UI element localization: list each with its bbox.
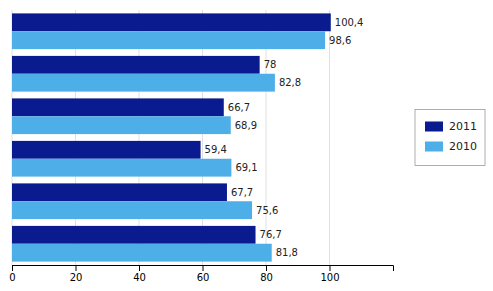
tick: 0 [9, 265, 15, 283]
data-label: 81,8 [276, 247, 298, 258]
grid-line [329, 10, 330, 265]
legend-label: 2011 [449, 120, 477, 133]
bar [12, 31, 325, 49]
bars [12, 13, 331, 261]
legend: 2011 2010 [415, 110, 485, 166]
legend-swatch [425, 122, 443, 132]
tick-mark [12, 265, 13, 271]
bar [12, 141, 201, 159]
bar [12, 13, 331, 31]
data-label: 67,7 [231, 187, 253, 198]
bar [12, 116, 231, 134]
tick-mark [266, 265, 267, 271]
data-labels: 100,4 78 66,7 59,4 67,7 76,7 98,6 82,8 68,9 69,1 7… [205, 17, 364, 258]
series [12, 31, 325, 261]
legend-swatch [425, 142, 443, 152]
bar [12, 226, 256, 244]
chart: 100,4 78 66,7 59,4 67,7 76,7 98,6 82,8 68,9 69,1 7… [0, 0, 493, 291]
tick-mark [203, 265, 204, 271]
tick-mark [139, 265, 140, 271]
data-label: 66,7 [228, 102, 250, 113]
tick: 40 [133, 265, 146, 283]
bar [12, 201, 252, 219]
tick: 100 [320, 265, 339, 283]
legend-item: 2011 [425, 120, 477, 133]
bar [12, 56, 260, 74]
bar [12, 244, 272, 262]
tick-label: 0 [9, 272, 15, 283]
tick-mark [76, 265, 77, 271]
data-label: 76,7 [260, 229, 282, 240]
tick-label: 40 [133, 272, 146, 283]
legend-item: 2010 [425, 140, 477, 153]
bar [12, 159, 231, 177]
bar [12, 98, 224, 116]
tick-label: 100 [320, 272, 339, 283]
tick: 60 [197, 265, 210, 283]
tick-label: 60 [197, 272, 210, 283]
data-label: 98,6 [329, 35, 351, 46]
tick-label: 80 [260, 272, 273, 283]
data-label: 100,4 [335, 17, 364, 28]
bar [12, 74, 275, 92]
data-label: 59,4 [205, 144, 227, 155]
legend-label: 2010 [449, 140, 477, 153]
data-label: 68,9 [235, 120, 257, 131]
plot: 100,4 78 66,7 59,4 67,7 76,7 98,6 82,8 68,9 69,1 7… [9, 10, 393, 283]
series [12, 13, 331, 243]
data-label: 75,6 [256, 205, 278, 216]
x-axis: 0 20 40 60 80 100 [9, 265, 393, 283]
axis-line [13, 266, 394, 272]
tick: 80 [260, 265, 273, 283]
tick-label: 20 [70, 272, 83, 283]
data-label: 78 [264, 59, 277, 70]
grid [12, 10, 330, 265]
data-label: 82,8 [279, 77, 301, 88]
tick-mark [330, 265, 331, 271]
legend-box [415, 110, 485, 166]
data-label: 69,1 [235, 162, 257, 173]
bar [12, 183, 227, 201]
tick: 20 [70, 265, 83, 283]
